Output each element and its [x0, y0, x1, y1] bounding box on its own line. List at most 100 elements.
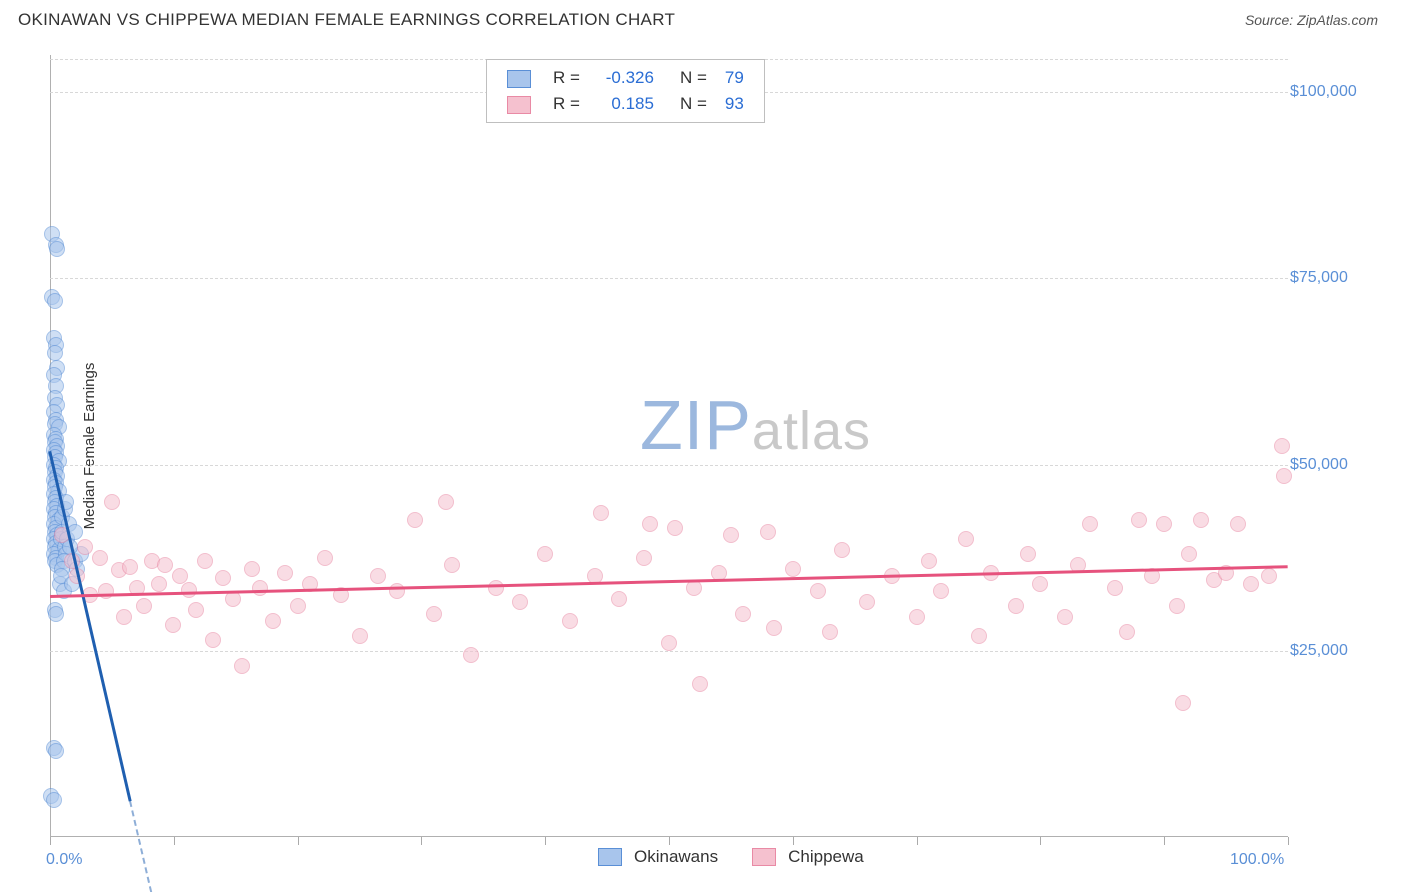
legend-series: Okinawans Chippewa: [598, 847, 864, 867]
data-point-chippewa: [971, 628, 987, 644]
data-point-okinawans: [48, 743, 64, 759]
x-tick: [421, 837, 422, 845]
x-tick: [917, 837, 918, 845]
y-tick-label: $50,000: [1290, 456, 1380, 474]
data-point-chippewa: [234, 658, 250, 674]
data-point-chippewa: [1020, 546, 1036, 562]
data-point-chippewa: [181, 582, 197, 598]
data-point-chippewa: [370, 568, 386, 584]
data-point-chippewa: [463, 647, 479, 663]
data-point-okinawans: [46, 792, 62, 808]
data-point-chippewa: [1230, 516, 1246, 532]
data-point-chippewa: [692, 676, 708, 692]
data-point-chippewa: [444, 557, 460, 573]
data-point-chippewa: [1276, 468, 1292, 484]
data-point-chippewa: [197, 553, 213, 569]
data-point-chippewa: [488, 580, 504, 596]
data-point-chippewa: [98, 583, 114, 599]
legend-label-okinawans: Okinawans: [634, 847, 718, 867]
data-point-chippewa: [104, 494, 120, 510]
data-point-chippewa: [1261, 568, 1277, 584]
chart-title: OKINAWAN VS CHIPPEWA MEDIAN FEMALE EARNI…: [18, 10, 675, 30]
x-tick: [793, 837, 794, 845]
x-tick: [545, 837, 546, 845]
x-tick: [50, 837, 51, 845]
data-point-chippewa: [1169, 598, 1185, 614]
data-point-chippewa: [735, 606, 751, 622]
gridline-h: [50, 278, 1288, 279]
data-point-chippewa: [438, 494, 454, 510]
data-point-chippewa: [766, 620, 782, 636]
data-point-chippewa: [1243, 576, 1259, 592]
data-point-chippewa: [859, 594, 875, 610]
data-point-chippewa: [512, 594, 528, 610]
data-point-chippewa: [188, 602, 204, 618]
y-tick-label: $100,000: [1290, 83, 1380, 101]
data-point-chippewa: [116, 609, 132, 625]
data-point-chippewa: [1274, 438, 1290, 454]
data-point-chippewa: [165, 617, 181, 633]
data-point-chippewa: [537, 546, 553, 562]
data-point-chippewa: [1175, 695, 1191, 711]
trendline-chippewa: [50, 565, 1288, 597]
legend-label-chippewa: Chippewa: [788, 847, 864, 867]
legend-swatch-chippewa: [752, 848, 776, 866]
watermark: ZIPatlas: [640, 385, 871, 465]
data-point-chippewa: [352, 628, 368, 644]
x-tick: [174, 837, 175, 845]
data-point-chippewa: [277, 565, 293, 581]
legend-swatch-chippewa: [507, 96, 531, 114]
gridline-h: [50, 465, 1288, 466]
data-point-chippewa: [661, 635, 677, 651]
data-point-chippewa: [426, 606, 442, 622]
x-tick: [1288, 837, 1289, 845]
data-point-chippewa: [723, 527, 739, 543]
x-tick-label: 100.0%: [1230, 851, 1284, 869]
data-point-chippewa: [667, 520, 683, 536]
x-tick: [669, 837, 670, 845]
data-point-chippewa: [244, 561, 260, 577]
data-point-chippewa: [760, 524, 776, 540]
data-point-chippewa: [92, 550, 108, 566]
data-point-chippewa: [252, 580, 268, 596]
data-point-chippewa: [593, 505, 609, 521]
x-tick: [298, 837, 299, 845]
data-point-chippewa: [1082, 516, 1098, 532]
data-point-chippewa: [215, 570, 231, 586]
data-point-chippewa: [1119, 624, 1135, 640]
plot-area: $25,000$50,000$75,000$100,0000.0%100.0%Z…: [50, 55, 1288, 837]
data-point-okinawans: [47, 345, 63, 361]
data-point-chippewa: [834, 542, 850, 558]
legend-swatch-okinawans: [598, 848, 622, 866]
trendline-dash-okinawans: [129, 801, 174, 892]
data-point-chippewa: [642, 516, 658, 532]
data-point-chippewa: [611, 591, 627, 607]
data-point-chippewa: [1156, 516, 1172, 532]
chart-body: $25,000$50,000$75,000$100,0000.0%100.0%Z…: [50, 55, 1380, 835]
legend-swatch-okinawans: [507, 70, 531, 88]
data-point-chippewa: [77, 539, 93, 555]
data-point-chippewa: [1008, 598, 1024, 614]
data-point-chippewa: [1181, 546, 1197, 562]
data-point-chippewa: [157, 557, 173, 573]
data-point-chippewa: [636, 550, 652, 566]
data-point-chippewa: [958, 531, 974, 547]
data-point-chippewa: [822, 624, 838, 640]
data-point-chippewa: [122, 559, 138, 575]
source-attribution: Source: ZipAtlas.com: [1245, 12, 1378, 28]
legend-stats: R =-0.326N =79R =0.185N =93: [486, 59, 765, 123]
data-point-okinawans: [49, 241, 65, 257]
data-point-chippewa: [136, 598, 152, 614]
legend-stats-row: R =-0.326N =79: [499, 66, 752, 90]
data-point-chippewa: [1131, 512, 1147, 528]
x-tick: [1164, 837, 1165, 845]
y-tick-label: $75,000: [1290, 269, 1380, 287]
legend-entry-okinawans: Okinawans: [598, 847, 718, 867]
data-point-chippewa: [1107, 580, 1123, 596]
data-point-chippewa: [205, 632, 221, 648]
y-tick-label: $25,000: [1290, 642, 1380, 660]
x-tick-label: 0.0%: [46, 851, 82, 869]
data-point-chippewa: [151, 576, 167, 592]
data-point-chippewa: [317, 550, 333, 566]
data-point-chippewa: [921, 553, 937, 569]
